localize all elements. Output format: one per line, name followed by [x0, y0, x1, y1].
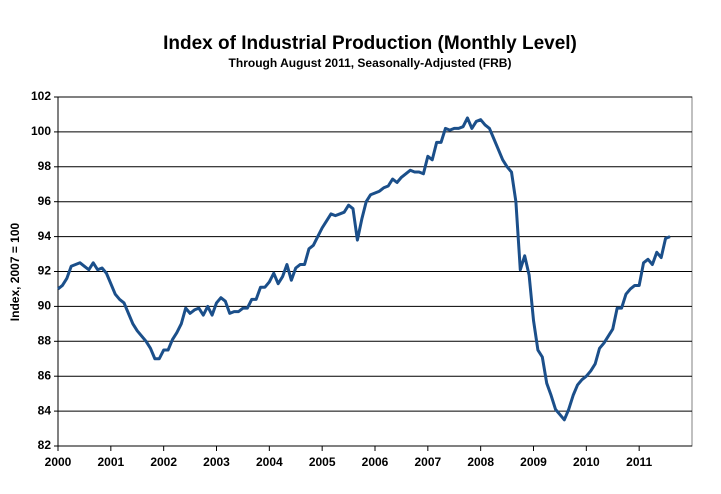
y-tick-label: 82 [38, 438, 52, 452]
y-tick-label: 96 [38, 194, 52, 208]
x-tick-label: 2010 [573, 455, 600, 469]
x-tick-label: 2011 [626, 455, 652, 469]
x-tick-label: 2007 [414, 455, 441, 469]
y-tick-label: 94 [38, 229, 52, 243]
data-line [57, 116, 671, 422]
x-tick-label: 2002 [150, 455, 177, 469]
chart-title: Index of Industrial Production (Monthly … [163, 33, 577, 54]
y-tick-label: 98 [38, 159, 52, 173]
x-tick-label: 2004 [256, 455, 283, 469]
y-tick-label: 88 [38, 333, 52, 347]
y-axis-label: Index, 2007 = 100 [8, 222, 22, 321]
y-tick-label: 102 [31, 89, 51, 103]
y-tick-label: 86 [38, 368, 52, 382]
x-tick-label: 2000 [45, 455, 72, 469]
chart-subtitle: Through August 2011, Seasonally-Adjusted… [229, 56, 512, 70]
y-tick-label: 100 [31, 124, 51, 138]
y-tick-label: 90 [38, 299, 52, 313]
x-tick-label: 2009 [520, 455, 547, 469]
x-tick-label: 2008 [467, 455, 494, 469]
x-tick-label: 2001 [97, 455, 124, 469]
y-tick-label: 84 [38, 403, 52, 417]
y-tick-label: 92 [38, 264, 52, 278]
x-tick-label: 2006 [362, 455, 389, 469]
x-tick-label: 2005 [309, 455, 336, 469]
x-tick-label: 2003 [203, 455, 230, 469]
